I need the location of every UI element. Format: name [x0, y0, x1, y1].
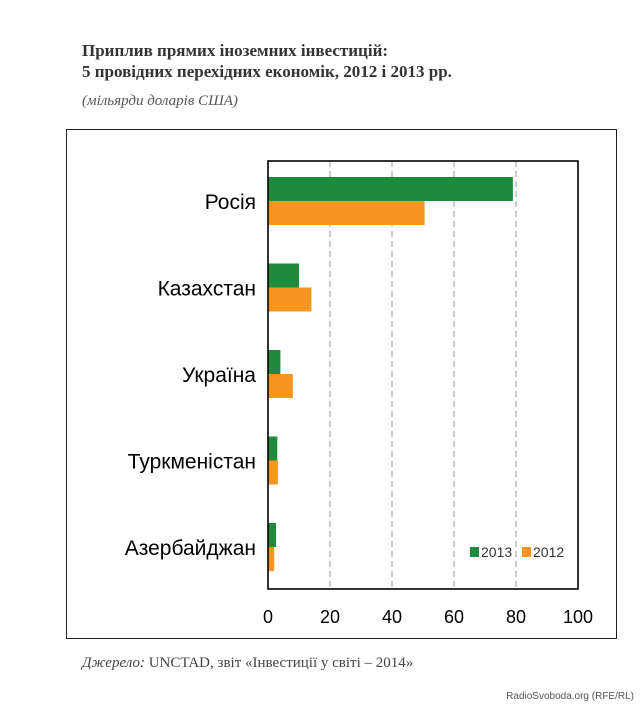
x-tick-label: 0 [263, 607, 273, 627]
source-label: Джерело: [82, 655, 145, 671]
bar-2012 [268, 201, 425, 225]
bars [268, 177, 513, 571]
bar-2012 [268, 287, 312, 312]
category-label: Росія [205, 191, 256, 214]
legend-swatch-2013 [470, 547, 479, 557]
x-tick-label: 40 [382, 607, 402, 627]
title-line-2: 5 провідних перехідних економік, 2012 і … [82, 62, 452, 81]
bar-2012 [268, 547, 275, 571]
bar-2012 [268, 460, 278, 485]
category-label: Азербайджан [125, 537, 256, 560]
title-line-1: Приплив прямих іноземних інвестицій: [82, 41, 389, 60]
category-labels: Росія Казахстан Україна Туркменістан Азербай… [125, 191, 257, 560]
plot-area-border [267, 160, 579, 590]
category-label: Туркменістан [128, 451, 256, 474]
legend: 2013 2012 [470, 544, 564, 560]
bar-2013 [268, 177, 513, 201]
category-label: Україна [182, 364, 256, 387]
legend-swatch-2012 [522, 547, 531, 557]
chart-subtitle: (мільярди доларів США) [82, 93, 238, 109]
x-tick-label: 60 [444, 607, 464, 627]
chart-title: Приплив прямих іноземних інвестицій: 5 п… [82, 40, 602, 82]
category-label: Казахстан [158, 278, 256, 301]
legend-label-2012: 2012 [533, 544, 564, 560]
grid-lines [329, 161, 517, 589]
bar-2013 [268, 523, 277, 547]
x-tick-label: 80 [506, 607, 526, 627]
legend-label-2013: 2013 [481, 544, 512, 560]
bar-2013 [268, 263, 299, 288]
x-tick-labels: 0 20 40 60 80 100 [263, 607, 593, 627]
bar-2013 [268, 436, 278, 461]
bar-2013 [268, 350, 281, 374]
source-note: Джерело: UNCTAD, звіт «Інвестиції у світ… [82, 655, 413, 672]
source-text: UNCTAD, звіт «Інвестиції у світі – 2014» [148, 655, 414, 671]
x-tick-label: 100 [563, 607, 593, 627]
chart-frame [66, 129, 617, 639]
bar-2012 [268, 374, 293, 398]
credit-text: RadioSvoboda.org (RFE/RL) [506, 691, 634, 702]
x-tick-label: 20 [320, 607, 340, 627]
